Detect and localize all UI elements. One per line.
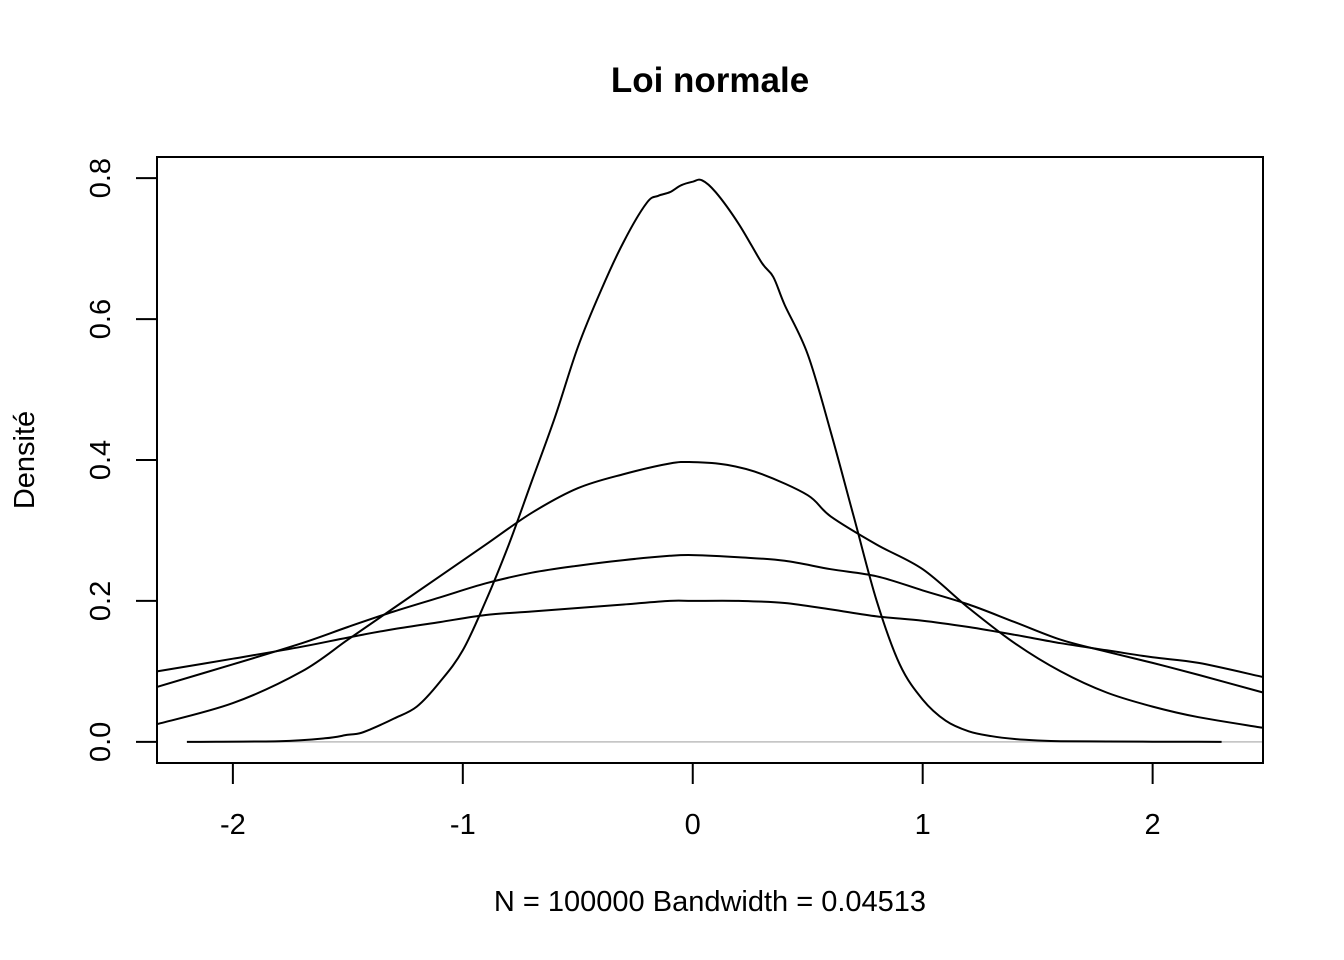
x-tick-label-2: 0 <box>685 809 701 841</box>
y-tick-label-4: 0.8 <box>85 158 117 198</box>
density-curves <box>156 178 1264 743</box>
density-curve-1 <box>186 178 1222 743</box>
x-tick-label-3: 1 <box>915 809 931 841</box>
x-tick-label-1: -1 <box>450 809 476 841</box>
density-curve-4 <box>156 599 1264 678</box>
chart-title: Loi normale <box>611 61 809 100</box>
y-tick-label-2: 0.4 <box>85 440 117 480</box>
plot-frame <box>156 156 1264 764</box>
plot-area <box>156 178 1264 743</box>
x-axis-label: N = 100000 Bandwidth = 0.04513 <box>494 886 926 918</box>
density-curve-3 <box>156 554 1264 694</box>
y-tick-label-1: 0.2 <box>85 581 117 621</box>
x-axis: -2 -1 0 1 2 <box>220 763 1161 841</box>
y-axis-label: Densité <box>9 411 41 509</box>
y-tick-label-3: 0.6 <box>85 299 117 339</box>
x-tick-label-0: -2 <box>220 809 246 841</box>
x-tick-label-4: 2 <box>1145 809 1161 841</box>
y-tick-label-0: 0.0 <box>85 722 117 762</box>
density-curve-2 <box>156 460 1264 729</box>
y-axis: 0.0 0.2 0.4 0.6 0.8 <box>85 158 157 762</box>
